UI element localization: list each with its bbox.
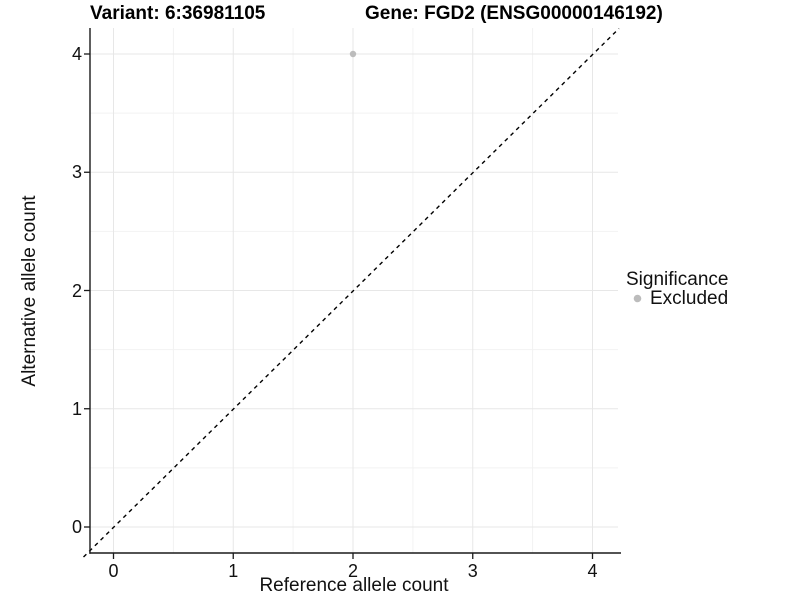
y-axis-title: Alternative allele count xyxy=(19,195,40,387)
x-tick-label-4: 4 xyxy=(587,561,598,581)
data-point-excluded xyxy=(349,50,357,58)
x-tick-label-3: 3 xyxy=(467,561,478,581)
title-variant: Variant: 6:36981105 xyxy=(90,3,266,24)
x-tick-label-1: 1 xyxy=(228,561,239,581)
x-tick-label-0: 0 xyxy=(108,561,119,581)
title-gene: Gene: FGD2 (ENSG00000146192) xyxy=(365,3,663,24)
x-tick-label-2: 2 xyxy=(347,561,358,581)
y-tick-label-3: 3 xyxy=(71,162,82,183)
y-tick-label-4: 4 xyxy=(71,44,82,64)
y-tick-label-2: 2 xyxy=(71,280,82,301)
legend-key-dot xyxy=(633,294,642,303)
axis-tick-marks xyxy=(84,53,594,559)
legend-title: Significance xyxy=(626,269,729,290)
x-axis-title: Reference allele count xyxy=(259,575,449,596)
y-tick-label-0: 0 xyxy=(71,517,82,537)
y-tick-label-1: 1 xyxy=(71,398,82,419)
identity-reference-line xyxy=(83,28,620,558)
legend-item-excluded: Excluded xyxy=(650,287,729,309)
